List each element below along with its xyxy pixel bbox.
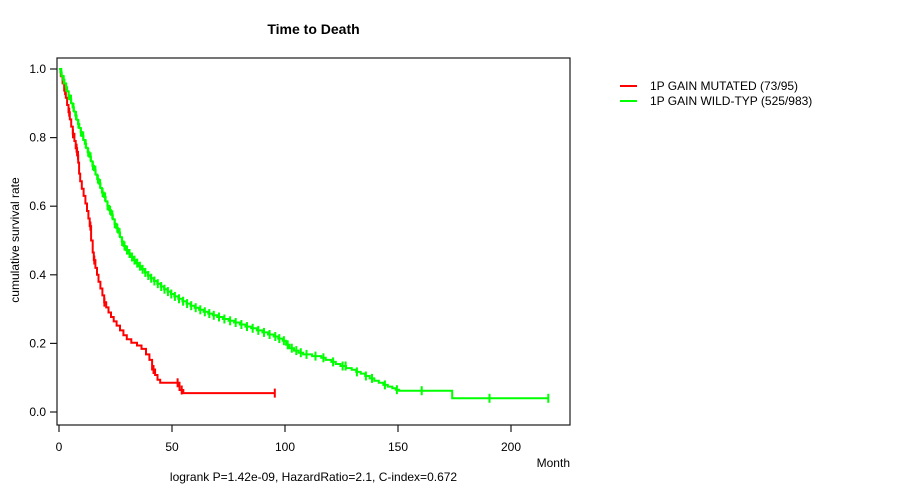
- statistics-annotation: logrank P=1.42e-09, HazardRatio=2.1, C-i…: [169, 470, 458, 484]
- y-axis-label: cumulative survival rate: [8, 177, 22, 303]
- x-tick-label: 150: [388, 440, 408, 454]
- x-tick-label: 50: [165, 440, 179, 454]
- y-tick-label: 0.4: [29, 268, 46, 282]
- x-tick-label: 200: [501, 440, 521, 454]
- survival-curve-wild-typ: [59, 68, 549, 400]
- y-tick-label: 0.6: [29, 199, 46, 213]
- x-tick-label: 100: [275, 440, 295, 454]
- x-axis-unit-label: Month: [536, 456, 570, 470]
- x-tick-label: 0: [56, 440, 63, 454]
- y-tick-label: 0.0: [29, 405, 46, 419]
- legend-item-mutated: 1P GAIN MUTATED (73/95): [620, 78, 812, 93]
- legend-label-wild-typ: 1P GAIN WILD-TYP (525/983): [650, 93, 813, 108]
- legend-item-wild-typ: 1P GAIN WILD-TYP (525/983): [620, 93, 812, 108]
- legend-label-mutated: 1P GAIN MUTATED (73/95): [650, 78, 799, 93]
- legend: 1P GAIN MUTATED (73/95) 1P GAIN WILD-TYP…: [620, 78, 812, 108]
- survival-curve-mutated: [59, 68, 275, 395]
- legend-line-mutated-icon: [620, 84, 637, 87]
- chart-title: Time to Death: [267, 21, 360, 37]
- y-tick-label: 0.2: [29, 336, 46, 350]
- plot-frame: [56, 57, 571, 426]
- legend-line-wild-typ-icon: [620, 99, 637, 102]
- y-tick-label: 0.8: [29, 131, 46, 145]
- y-tick-label: 1.0: [29, 62, 46, 76]
